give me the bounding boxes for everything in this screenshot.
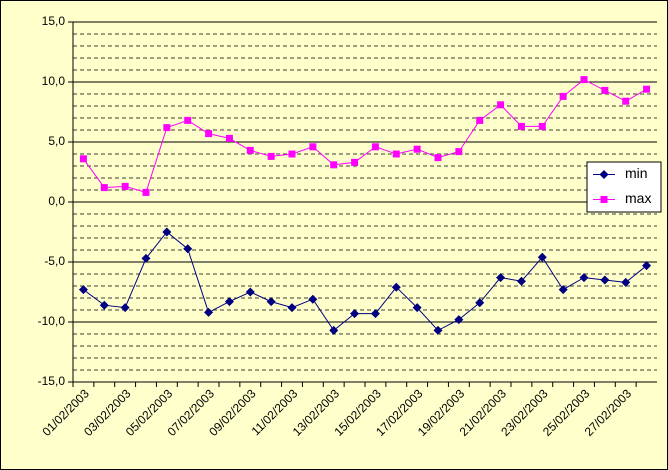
marker [538,122,546,130]
marker [454,315,464,325]
marker [392,150,400,158]
marker [622,97,630,105]
y-tick-label: -15,0 [38,374,66,388]
marker [413,145,421,153]
marker [516,276,526,286]
y-tick-label: 15,0 [42,14,66,28]
y-tick-label: 10,0 [42,74,66,88]
legend-label: min [625,165,648,181]
marker [476,116,484,124]
marker [621,277,631,287]
marker [79,155,87,163]
marker [642,261,652,271]
marker [601,86,609,94]
marker [246,146,254,154]
series-line [83,79,647,194]
marker [100,184,108,192]
marker [351,158,359,166]
marker [391,282,401,292]
marker [371,143,379,151]
marker [580,76,588,84]
marker [99,300,109,310]
marker [287,303,297,313]
marker [309,143,317,151]
y-tick-label: 5,0 [48,134,65,148]
marker [537,252,547,262]
y-tick-label: -5,0 [44,254,65,268]
marker [141,253,151,263]
marker [350,309,360,319]
y-tick-label: 0,0 [48,194,65,208]
marker [204,307,214,317]
marker [475,298,485,308]
marker [643,85,651,93]
marker [599,170,609,179]
marker [330,161,338,169]
marker [225,134,233,142]
marker [497,101,505,109]
marker [288,150,296,158]
marker [559,92,567,100]
marker [600,196,608,203]
marker [308,294,318,304]
marker [245,287,255,297]
marker [558,285,568,295]
marker [412,303,422,313]
marker [267,152,275,160]
marker [600,275,610,285]
marker [142,188,150,196]
marker [121,182,129,190]
marker [329,325,339,335]
marker [120,303,130,313]
marker [224,297,234,307]
marker [455,148,463,156]
marker [183,244,193,254]
marker [496,273,506,283]
marker [184,116,192,124]
marker [162,227,172,237]
marker [205,130,213,138]
series-line [83,231,647,332]
marker [266,297,276,307]
legend-label: max [625,190,651,206]
y-tick-label: -10,0 [38,314,66,328]
marker [163,124,171,132]
marker [433,325,443,335]
marker [434,154,442,162]
legend-box [586,161,662,213]
marker [517,122,525,130]
marker [78,285,88,295]
marker [370,309,380,319]
marker [579,273,589,283]
